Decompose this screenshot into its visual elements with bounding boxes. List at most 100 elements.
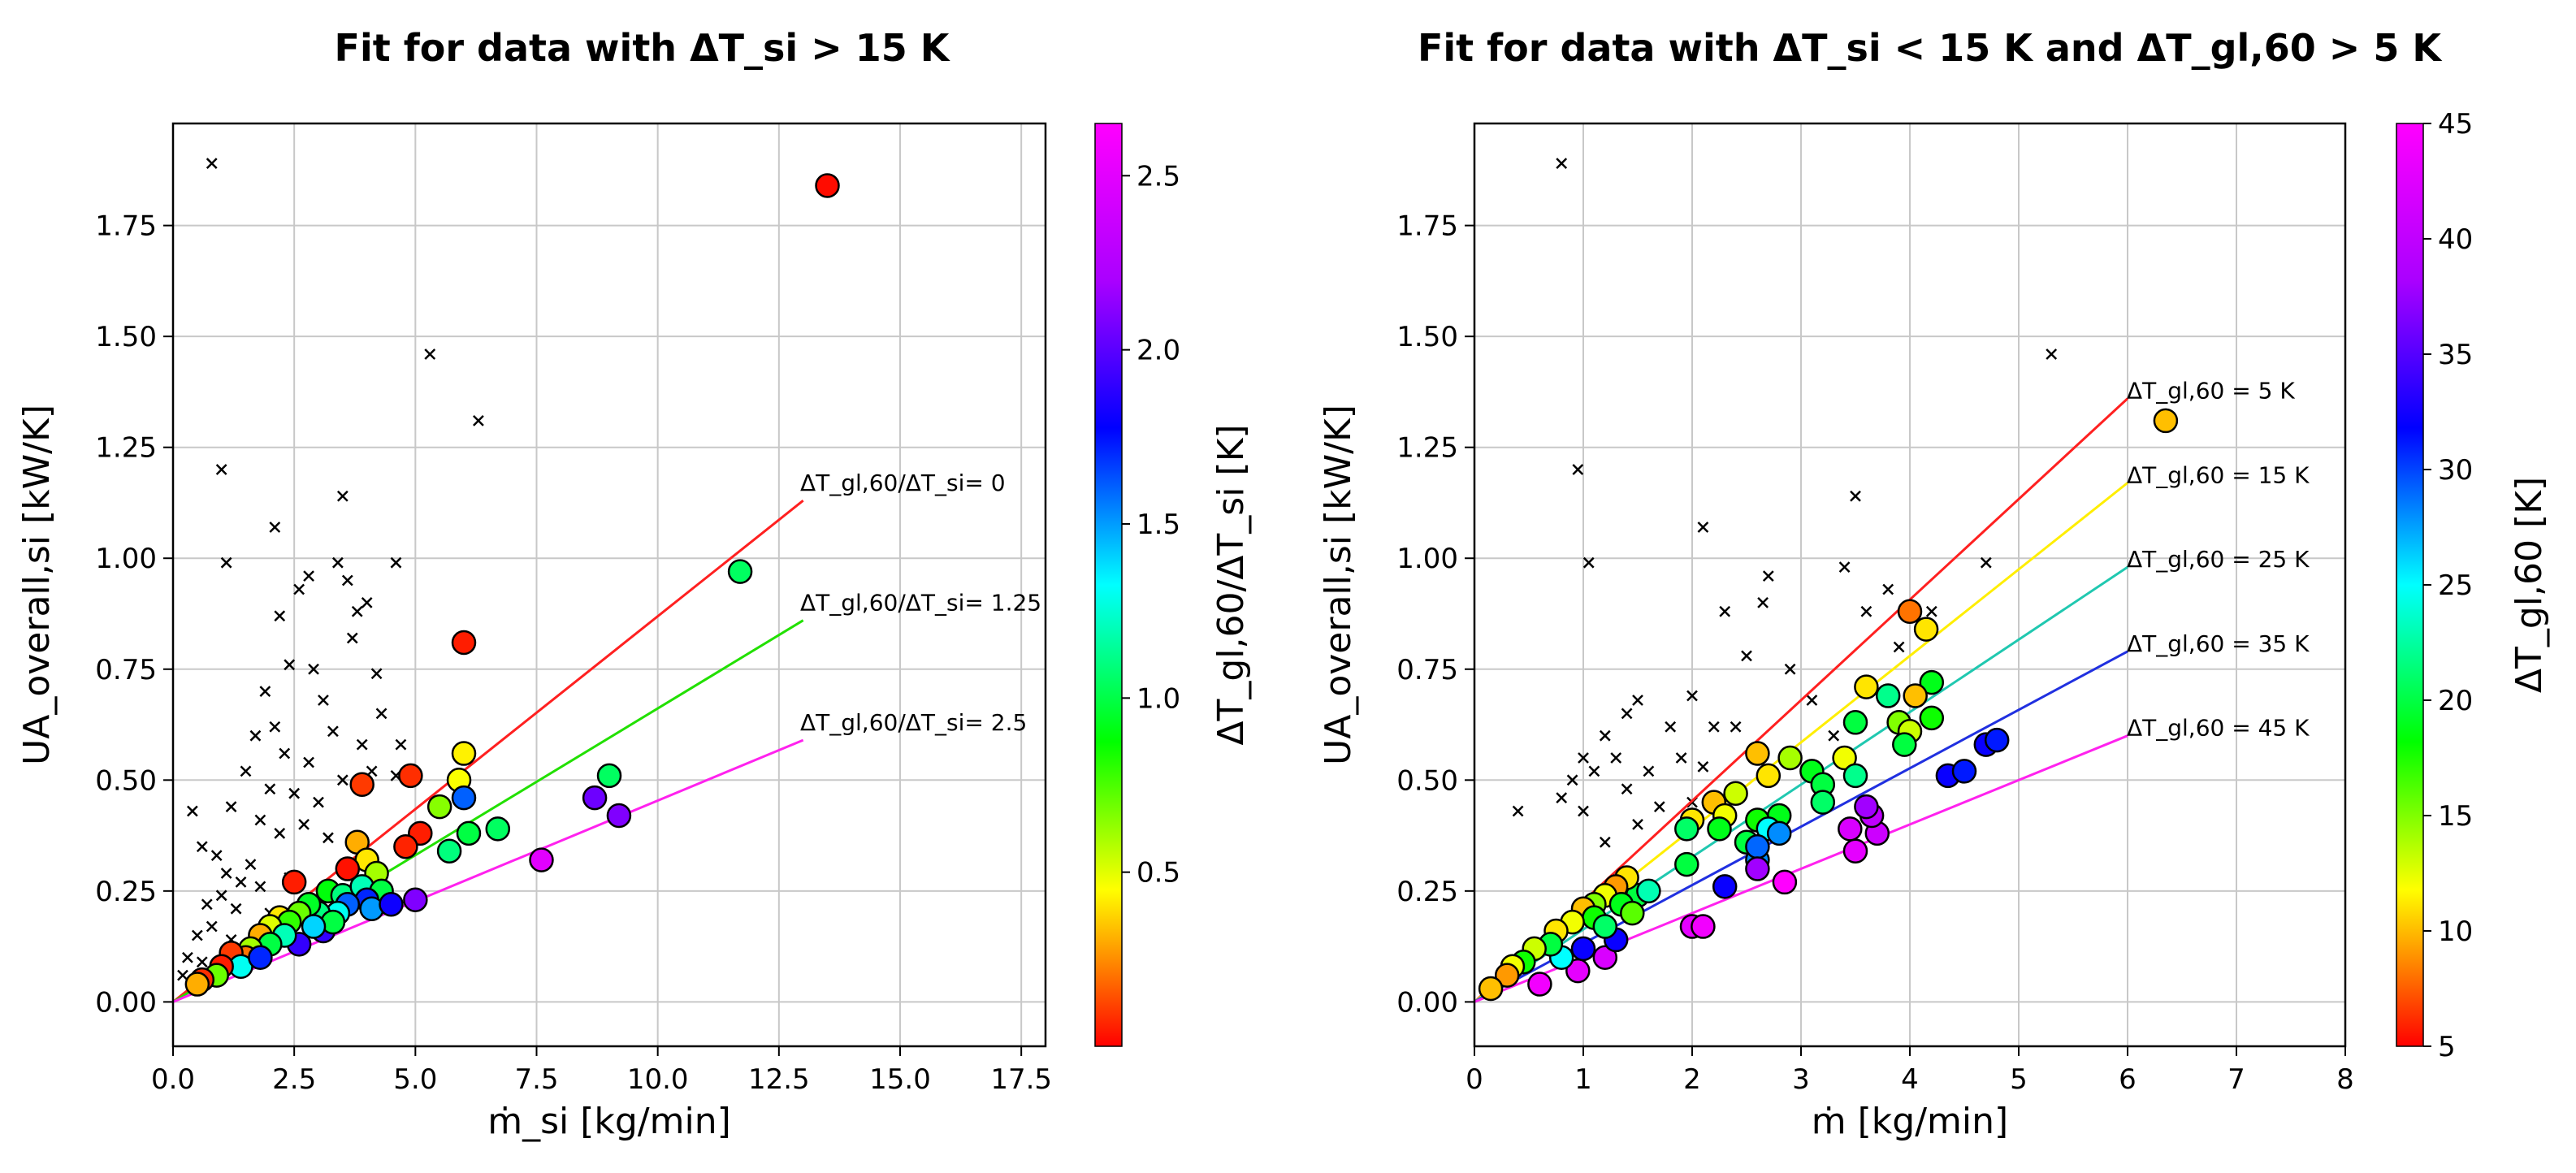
excluded-point-marker: [254, 881, 266, 893]
x-tick-label: 0: [1466, 1063, 1483, 1096]
excluded-point-marker: [210, 850, 223, 862]
excluded-point-marker: [346, 632, 358, 644]
excluded-point-marker: [269, 721, 281, 733]
excluded-point-marker: [1757, 596, 1769, 608]
data-point: [1777, 745, 1803, 771]
excluded-point-marker: [1719, 605, 1731, 617]
data-point: [1842, 763, 1868, 789]
y-tick-label: 1.25: [95, 432, 157, 465]
excluded-point-marker: [293, 583, 305, 595]
data-point: [281, 869, 307, 895]
y-tick-label: 0.75: [95, 654, 157, 686]
data-point: [1620, 900, 1645, 926]
fit-line-label: ΔT_gl,60 = 35 K: [2127, 630, 2310, 657]
excluded-point-marker: [215, 889, 227, 902]
data-point: [1745, 741, 1770, 766]
y-tick-label: 0.25: [1396, 876, 1458, 908]
colorbar-tick-label: 2.0: [1136, 335, 1180, 367]
data-point: [403, 887, 428, 913]
excluded-point-marker: [1512, 805, 1524, 817]
plot-frame: [1473, 122, 2347, 1048]
excluded-point-marker: [336, 490, 349, 502]
excluded-point-marker: [331, 556, 344, 569]
data-point: [1674, 851, 1699, 877]
data-point: [727, 559, 753, 584]
data-point: [1842, 710, 1868, 735]
excluded-point-marker: [313, 796, 324, 808]
x-tick-label: 3: [1792, 1063, 1810, 1096]
fit-line-label: ΔT_gl,60/ΔT_si= 1.25: [800, 590, 1041, 617]
excluded-point-marker: [279, 747, 291, 760]
y-axis-label: UA_overall,si [kW/K]: [16, 405, 58, 765]
fit-line: [1474, 565, 2128, 1003]
excluded-point-marker: [361, 596, 373, 608]
excluded-point-marker: [230, 902, 242, 915]
data-point: [1592, 945, 1618, 971]
data-point: [456, 820, 482, 846]
x-tick-label: 6: [2119, 1063, 2137, 1096]
y-tick-label: 0.50: [95, 764, 157, 797]
excluded-point-marker: [225, 801, 237, 812]
data-point: [426, 794, 452, 820]
excluded-point-marker: [1980, 556, 1992, 569]
data-point: [1723, 781, 1748, 806]
data-point: [1919, 669, 1945, 695]
excluded-point-marker: [1741, 650, 1752, 662]
fit-line-label: ΔT_gl,60 = 45 K: [2127, 715, 2310, 742]
excluded-point-marker: [269, 522, 281, 533]
data-point: [184, 972, 210, 997]
data-point: [1903, 683, 1928, 708]
x-tick-label: 8: [2336, 1063, 2354, 1096]
excluded-point-marker: [390, 556, 402, 569]
fit-line-label: ΔT_gl,60 = 25 K: [2127, 546, 2310, 573]
excluded-point-marker: [201, 898, 213, 911]
excluded-point-marker: [1784, 663, 1796, 675]
excluded-point-marker: [323, 832, 334, 844]
data-point: [1766, 820, 1792, 846]
colorbar-tick-label: 15: [2438, 800, 2473, 833]
data-point: [451, 741, 477, 766]
excluded-point-marker: [240, 765, 252, 777]
excluded-point-marker: [1621, 708, 1633, 720]
excluded-point-marker: [1599, 836, 1611, 848]
excluded-point-marker: [351, 605, 363, 617]
excluded-point-marker: [1850, 490, 1861, 502]
x-axis-label: ṁ_si [kg/min]: [487, 1101, 731, 1142]
colorbar-tick-label: 20: [2438, 685, 2473, 717]
excluded-point-marker: [1632, 819, 1643, 830]
excluded-point-marker: [254, 814, 266, 826]
excluded-point-marker: [1708, 721, 1720, 733]
excluded-point-marker: [1632, 695, 1643, 706]
data-point: [1478, 976, 1504, 1002]
data-point: [1745, 856, 1770, 881]
excluded-point-marker: [1572, 464, 1584, 475]
data-point: [248, 945, 273, 971]
data-point: [1984, 727, 2010, 753]
plot-area: [1474, 158, 2179, 1003]
excluded-point-marker: [288, 787, 301, 799]
data-point: [1854, 674, 1879, 699]
colorbar-tick-label: 10: [2438, 915, 2473, 948]
excluded-point-marker: [1643, 765, 1655, 777]
excluded-point-marker: [1621, 783, 1633, 795]
y-tick-label: 1.00: [95, 543, 157, 575]
plot-area: [173, 158, 840, 1003]
excluded-point-marker: [370, 668, 383, 680]
data-point: [1772, 869, 1798, 895]
excluded-point-marker: [235, 877, 247, 888]
x-tick-label: 2: [1683, 1063, 1701, 1096]
excluded-point-marker: [206, 158, 218, 170]
x-axis-label: ṁ [kg/min]: [1812, 1101, 2008, 1142]
excluded-point-marker: [1578, 805, 1589, 817]
data-point: [1842, 838, 1868, 864]
data-point: [1875, 683, 1901, 708]
data-point: [1832, 745, 1857, 771]
excluded-point-marker: [274, 610, 286, 622]
data-point: [582, 785, 608, 811]
excluded-point-marker: [177, 969, 188, 981]
excluded-point-marker: [186, 805, 198, 817]
excluded-point-marker: [259, 686, 271, 697]
fit-line-label: ΔT_gl,60 = 5 K: [2127, 378, 2295, 405]
x-tick-label: 5: [2010, 1063, 2028, 1096]
excluded-point-marker: [220, 868, 232, 879]
